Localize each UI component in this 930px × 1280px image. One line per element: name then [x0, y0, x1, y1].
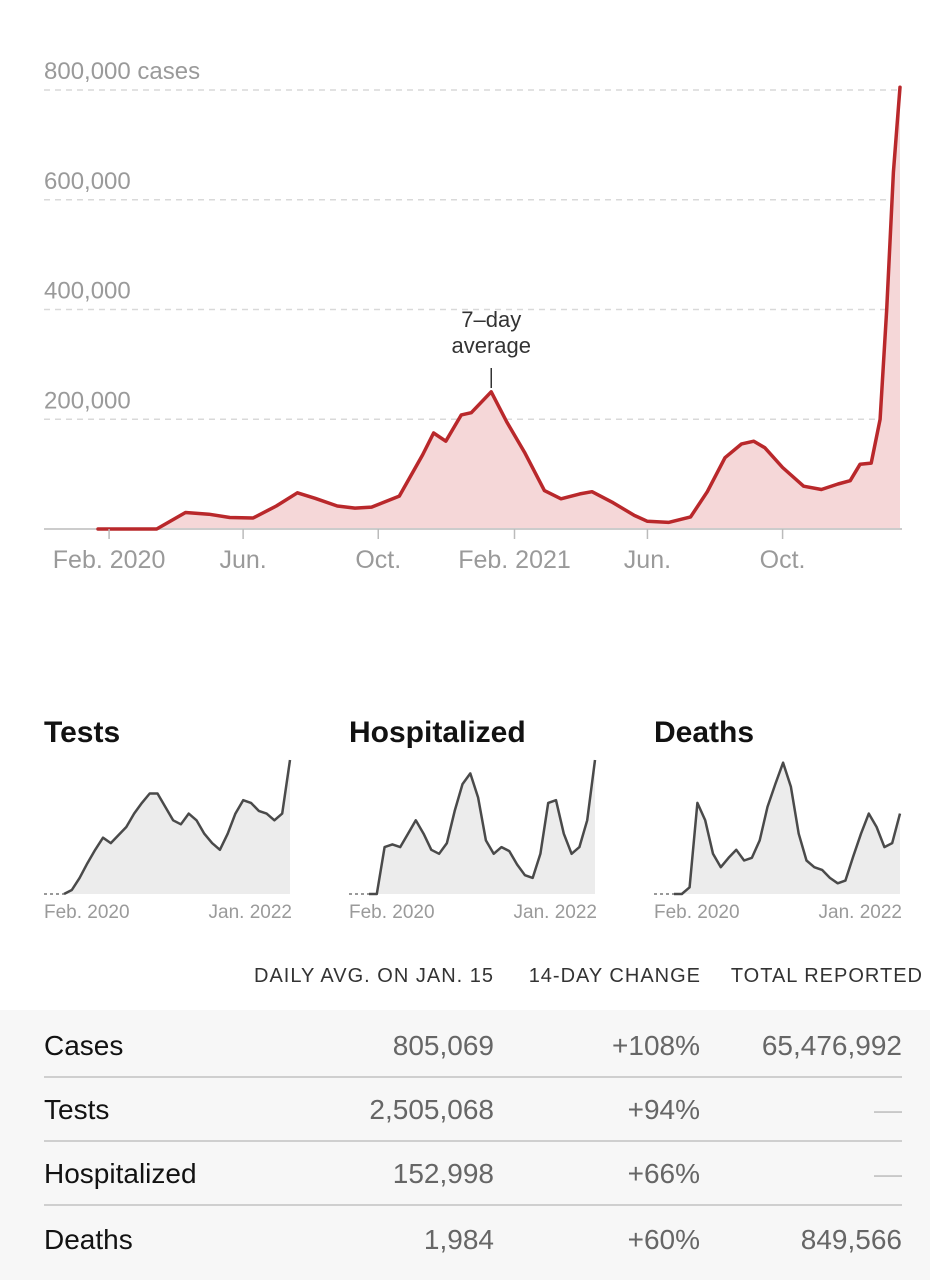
hospitalized-chart-title: Hospitalized	[349, 716, 526, 749]
daily-avg-value: 2,505,068	[369, 1094, 494, 1125]
deaths-chart-title: Deaths	[654, 716, 755, 749]
total-value: —	[874, 1158, 902, 1189]
row-divider	[44, 1140, 902, 1142]
change-value: +66%	[627, 1158, 700, 1189]
x-tick-label: Oct.	[355, 546, 401, 574]
row-divider	[44, 1204, 902, 1206]
cases-chart: 200,000 400,000 600,000 800,000 cases Feb. 2…	[44, 58, 902, 574]
daily-avg-value: 1,984	[423, 1224, 494, 1255]
total-value: 849,566	[800, 1224, 902, 1255]
x-tick-label: Feb. 2020	[349, 902, 435, 923]
row-label: Cases	[44, 1030, 124, 1061]
x-tick-label: Oct.	[760, 546, 806, 574]
x-tick-label: Jan. 2022	[514, 902, 597, 923]
change-value: +94%	[627, 1094, 700, 1125]
x-tick-label: Jan. 2022	[209, 902, 292, 923]
y-tick-label: 800,000 cases	[44, 58, 200, 85]
cases-line	[96, 85, 902, 531]
x-tick-label: Feb. 2020	[44, 902, 130, 923]
mini-area	[64, 760, 290, 894]
hospitalized-chart: Feb. 2020 Jan. 2022	[349, 759, 597, 923]
mini-line	[369, 759, 597, 896]
y-tick-label: 200,000	[44, 387, 131, 414]
annotation-text: 7–day	[461, 307, 521, 332]
deaths-chart: Feb. 2020 Jan. 2022	[654, 761, 902, 923]
change-value: +60%	[627, 1224, 700, 1255]
daily-avg-value: 805,069	[392, 1030, 494, 1061]
col-header-total-reported: TOTAL REPORTED	[730, 965, 923, 987]
tests-chart-title: Tests	[44, 716, 121, 749]
total-value: —	[874, 1094, 902, 1125]
daily-avg-value: 152,998	[392, 1158, 494, 1189]
change-value: +108%	[612, 1030, 700, 1061]
table-row-cases: Cases 805,069 +108% 65,476,992	[44, 1014, 902, 1078]
y-tick-label: 600,000	[44, 168, 131, 195]
mini-area	[674, 762, 900, 894]
row-label: Tests	[44, 1094, 110, 1125]
col-header-14-day-change: 14-DAY CHANGE	[528, 965, 701, 987]
annotation-text: average	[451, 333, 531, 358]
x-tick-label: Jun.	[624, 546, 671, 574]
cases-area	[98, 87, 900, 529]
x-tick-label: Jun.	[219, 546, 266, 574]
x-tick-label: Jan. 2022	[819, 902, 902, 923]
row-label: Hospitalized	[44, 1158, 197, 1189]
table-row-hospitalized: Hospitalized 152,998 +66% —	[44, 1142, 902, 1206]
table-row-deaths: Deaths 1,984 +60% 849,566	[44, 1208, 902, 1272]
row-divider	[44, 1076, 902, 1078]
table-row-tests: Tests 2,505,068 +94% —	[44, 1078, 902, 1142]
total-value: 65,476,992	[761, 1030, 902, 1061]
stats-table: Cases 805,069 +108% 65,476,992 Tests 2,5…	[0, 1010, 930, 1280]
x-tick-label: Feb. 2020	[53, 546, 166, 574]
row-label: Deaths	[44, 1224, 133, 1255]
mini-line	[674, 761, 902, 896]
col-header-daily-avg: DAILY AVG. ON JAN. 15	[254, 965, 494, 987]
y-tick-label: 400,000	[44, 278, 131, 305]
x-tick-label: Feb. 2020	[654, 902, 740, 923]
tests-chart: Feb. 2020 Jan. 2022	[44, 759, 292, 923]
mini-line	[63, 759, 292, 896]
x-tick-label: Feb. 2021	[458, 546, 571, 574]
